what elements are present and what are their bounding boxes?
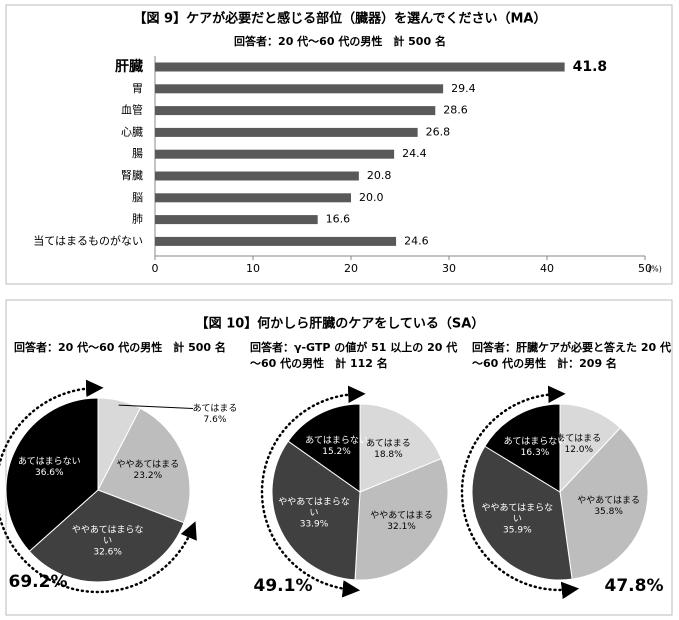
slice-label: ややあてはまらない 33.9% [278,498,350,531]
slice-value: 16.3% [520,447,550,458]
slice-label: あてはまる 12.0% [556,434,601,456]
slice-value: 18.8% [374,449,403,460]
panel-border [5,299,673,616]
category-label: 肺 [132,213,143,226]
slice-label: あてはまらない 36.6% [18,457,81,479]
pie-slice [271,440,361,581]
slice-category: ややあてはまらない [71,525,144,547]
panel-border [5,4,673,285]
x-tick-label: 30 [442,262,456,275]
category-label: 心臓 [121,125,143,138]
slice-label: ややあてはまる 23.2% [117,460,180,482]
bar [155,193,351,203]
slice-label: ややあてはまる 35.8% [577,496,640,518]
bar [155,149,395,159]
highlight-total: 49.1% [254,576,313,596]
x-tick-label: 0 [152,262,159,275]
pie-slice [5,397,99,552]
x-tick-label: 20 [344,262,358,275]
slice-category: あてはまる [366,438,411,449]
pie-slice [559,427,649,580]
bar [155,62,565,72]
chart-title: 【図 9】ケアが必要だと感じる部位（臓器）を選んでください（MA） [134,11,547,27]
slice-value: 33.9% [299,519,329,530]
bar [155,106,436,116]
slice-label: ややあてはまらない 35.9% [481,503,554,537]
value-label: 16.6 [326,213,351,226]
value-label: 41.8 [573,59,608,75]
slice-category: ややあてはまる [577,496,640,507]
slice-value: 23.2% [133,470,163,481]
bar [155,84,444,94]
bar [155,236,397,246]
pie-slice [359,403,443,493]
slice-category: あてはまる [556,433,602,444]
value-label: 20.8 [367,169,392,182]
slice-value: 12.0% [564,444,594,455]
bar [155,215,318,225]
value-label: 20.0 [359,191,384,204]
chart-subtitle: 回答者：20 代～60 代の男性 計 500 名 [14,341,226,354]
value-label: 29.4 [451,82,476,95]
chart-subtitle: 回答者：肝臓ケアが必要と答えた 20 代～60 代の男性 計：209 名 [472,341,671,370]
highlight-total: 69.2% [9,572,68,592]
chart-title: 【図 10】何かしら肝臓のケアをしている（SA） [196,316,485,332]
x-tick-label: 10 [246,262,260,275]
category-label: 胃 [132,82,143,95]
slice-label: あてはまる 18.8% [366,439,411,461]
chart-subtitle: 回答者：γ-GTP の値が 51 以上の 20 代～60 代の男性 計 112 … [250,341,458,370]
value-label: 28.6 [443,104,468,117]
slice-label: ややあてはまる 32.1% [370,511,433,533]
slice-value: 7.6% [203,414,227,425]
slice-value: 35.8% [594,507,623,518]
slice-category: あてはまらない [503,436,567,447]
bar [155,171,359,181]
slice-category: ややあてはまる [370,510,433,521]
value-label: 24.6 [404,234,429,247]
category-label: 肝臓 [115,58,143,75]
highlight-arc [260,385,366,598]
highlight-arc [0,379,197,594]
slice-value: 32.1% [387,521,416,532]
value-label: 24.4 [402,147,427,160]
category-label: 腎臓 [121,169,143,182]
slice-category: あてはまる [192,403,238,414]
slice-value: 36.6% [34,468,64,479]
slice-label: ややあてはまらない 32.6% [72,526,144,559]
pie-slice [354,457,449,581]
slice-value: 35.9% [503,525,532,536]
value-label: 26.8 [426,125,451,138]
category-label: 当てはまるものがない [33,233,143,247]
slice-category: ややあてはまらない [481,503,554,525]
chart-subtitle: 回答者：20 代～60 代の男性 計 500 名 [234,34,446,48]
x-tick-label: 50 [638,262,652,275]
slice-label: あてはまる 7.6% [193,404,238,426]
category-label: 脳 [132,191,143,204]
x-tick-label: 40 [540,262,554,275]
slice-category: ややあてはまらない [278,497,350,519]
bar [155,127,418,137]
slice-category: あてはまらない [17,457,81,468]
slice-label: あてはまらない 16.3% [504,437,567,459]
slice-category: ややあてはまる [116,459,180,470]
category-label: 腸 [132,147,143,160]
x-unit: (%) [648,265,662,274]
slice-value: 32.6% [93,547,122,558]
slice-category: あてはまらない [305,435,368,446]
highlight-arc [460,385,580,600]
slice-value: 15.2% [322,446,351,457]
highlight-total: 47.8% [605,576,664,596]
category-label: 血管 [121,103,143,117]
slice-label: あてはまらない 15.2% [305,436,368,458]
